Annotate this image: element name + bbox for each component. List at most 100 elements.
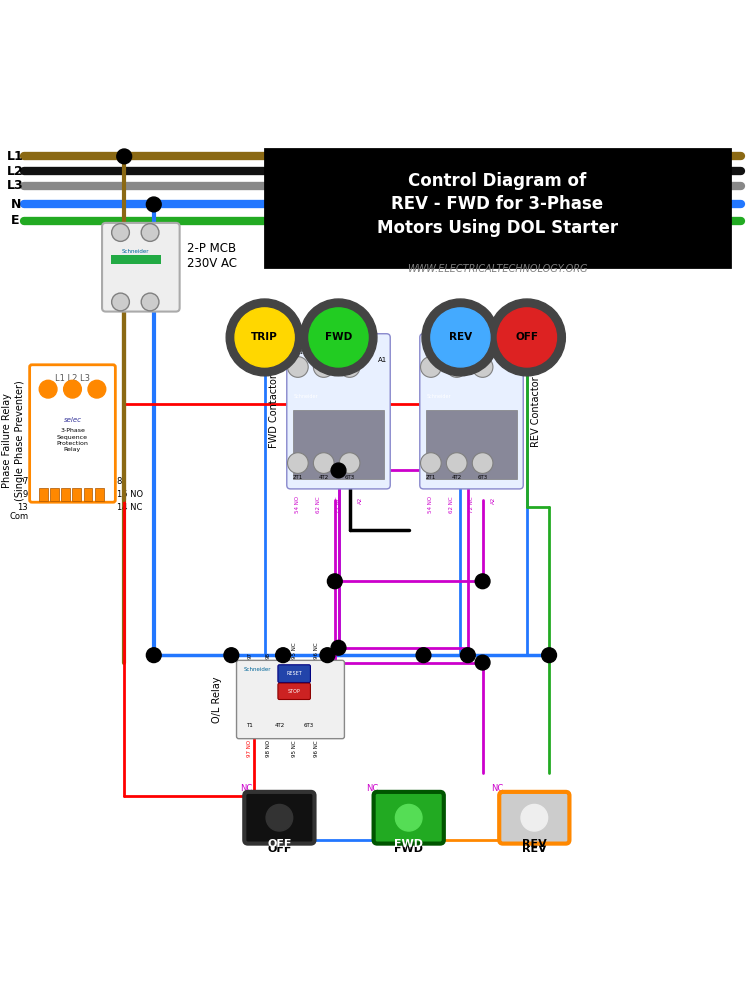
Circle shape: [422, 299, 499, 376]
Circle shape: [472, 357, 493, 377]
Text: L1: L1: [8, 150, 24, 163]
Text: 14 NC: 14 NC: [117, 503, 142, 512]
Circle shape: [141, 293, 159, 311]
Circle shape: [460, 648, 476, 663]
Text: 98: 98: [266, 652, 271, 659]
Text: 4T2: 4T2: [452, 475, 462, 480]
Text: N: N: [10, 198, 21, 211]
Circle shape: [146, 197, 161, 212]
Text: FWD: FWD: [394, 844, 423, 854]
FancyBboxPatch shape: [83, 488, 92, 501]
FancyBboxPatch shape: [50, 488, 59, 501]
Text: STOP: STOP: [288, 689, 301, 694]
Circle shape: [146, 648, 161, 663]
Text: 71 NC: 71 NC: [469, 317, 474, 334]
Text: 98 NO: 98 NO: [266, 740, 271, 757]
FancyBboxPatch shape: [278, 683, 310, 700]
Text: L1 L2 L3: L1 L2 L3: [55, 374, 90, 383]
Text: FWD: FWD: [394, 839, 423, 849]
Text: A1: A1: [378, 357, 388, 363]
Text: 2-P MCB
230V AC: 2-P MCB 230V AC: [187, 242, 237, 270]
Text: 54 NO: 54 NO: [428, 496, 433, 513]
Circle shape: [421, 357, 441, 377]
Text: 2T1: 2T1: [292, 475, 303, 480]
Circle shape: [309, 308, 368, 367]
Text: REV Contactor: REV Contactor: [531, 376, 541, 447]
Circle shape: [331, 640, 346, 655]
Text: NC: NC: [366, 784, 378, 793]
Text: 61 NC: 61 NC: [316, 317, 321, 334]
Text: 3-Phase
Sequence
Protection
Relay: 3-Phase Sequence Protection Relay: [56, 428, 88, 452]
Circle shape: [421, 453, 441, 473]
Circle shape: [314, 453, 334, 473]
Text: 3L2: 3L2: [452, 350, 462, 355]
Circle shape: [287, 453, 308, 473]
Text: 54 NO: 54 NO: [296, 496, 300, 513]
Text: WWW.ELECTRICALTECHNOLOGY.ORG: WWW.ELECTRICALTECHNOLOGY.ORG: [407, 264, 588, 274]
Text: 96 NC: 96 NC: [314, 740, 319, 757]
Text: 9: 9: [23, 490, 28, 499]
Text: Schneider: Schneider: [427, 394, 451, 399]
FancyBboxPatch shape: [420, 334, 524, 489]
Text: 97 NO: 97 NO: [248, 740, 252, 757]
FancyBboxPatch shape: [39, 488, 48, 501]
FancyBboxPatch shape: [94, 488, 104, 501]
Text: OFF: OFF: [515, 332, 538, 342]
FancyBboxPatch shape: [102, 223, 180, 312]
Circle shape: [331, 463, 346, 478]
Circle shape: [88, 380, 106, 398]
Circle shape: [395, 804, 422, 831]
Circle shape: [226, 299, 303, 376]
Text: 2T1: 2T1: [426, 475, 436, 480]
Text: Schneider: Schneider: [293, 394, 318, 399]
FancyBboxPatch shape: [265, 149, 730, 267]
Circle shape: [488, 299, 566, 376]
Text: 5L3: 5L3: [344, 350, 355, 355]
Text: 95 NC: 95 NC: [292, 740, 297, 757]
Text: 97: 97: [248, 652, 252, 659]
Text: T1: T1: [247, 723, 254, 728]
Text: 13: 13: [17, 503, 28, 512]
Text: FWD: FWD: [325, 332, 352, 342]
Text: E: E: [11, 214, 20, 227]
FancyBboxPatch shape: [244, 792, 314, 844]
Text: 62 NC: 62 NC: [316, 496, 321, 513]
Circle shape: [141, 224, 159, 241]
Text: O/L Relay: O/L Relay: [211, 676, 221, 723]
Text: 95 NC: 95 NC: [292, 642, 297, 659]
Text: 4T2: 4T2: [319, 475, 328, 480]
Text: Com: Com: [9, 512, 28, 521]
Text: L3: L3: [8, 179, 24, 192]
Circle shape: [276, 648, 290, 663]
FancyBboxPatch shape: [236, 660, 344, 739]
Circle shape: [472, 453, 493, 473]
FancyBboxPatch shape: [426, 410, 518, 479]
Text: 72 NC: 72 NC: [336, 496, 341, 513]
Circle shape: [117, 149, 131, 164]
Text: 6T3: 6T3: [478, 475, 488, 480]
Text: 62 NC: 62 NC: [449, 496, 454, 513]
Circle shape: [430, 308, 490, 367]
Circle shape: [446, 453, 467, 473]
Circle shape: [497, 308, 556, 367]
Text: A1: A1: [491, 326, 496, 334]
FancyBboxPatch shape: [278, 665, 310, 683]
Text: Schneider: Schneider: [122, 249, 149, 254]
Text: FWD Contactor: FWD Contactor: [269, 374, 279, 448]
Text: OFF: OFF: [267, 844, 292, 854]
Text: 8: 8: [117, 477, 122, 486]
FancyBboxPatch shape: [292, 410, 384, 479]
Text: REV: REV: [522, 844, 547, 854]
Circle shape: [112, 224, 130, 241]
Text: RESET: RESET: [286, 671, 302, 676]
Text: 15 NO: 15 NO: [117, 490, 143, 499]
Text: A1: A1: [358, 326, 363, 334]
Circle shape: [314, 357, 334, 377]
Text: 1L1: 1L1: [426, 350, 436, 355]
Circle shape: [339, 357, 360, 377]
Text: 96 NC: 96 NC: [314, 642, 319, 659]
Text: 6T3: 6T3: [344, 475, 355, 480]
Text: Phase Failure Relay
(Single Phase Preventer): Phase Failure Relay (Single Phase Preven…: [2, 381, 25, 501]
Text: 7: 7: [22, 477, 28, 486]
Text: 3L2: 3L2: [319, 350, 328, 355]
